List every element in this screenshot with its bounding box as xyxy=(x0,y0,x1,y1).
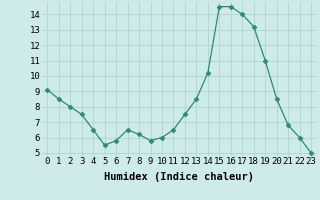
X-axis label: Humidex (Indice chaleur): Humidex (Indice chaleur) xyxy=(104,172,254,182)
